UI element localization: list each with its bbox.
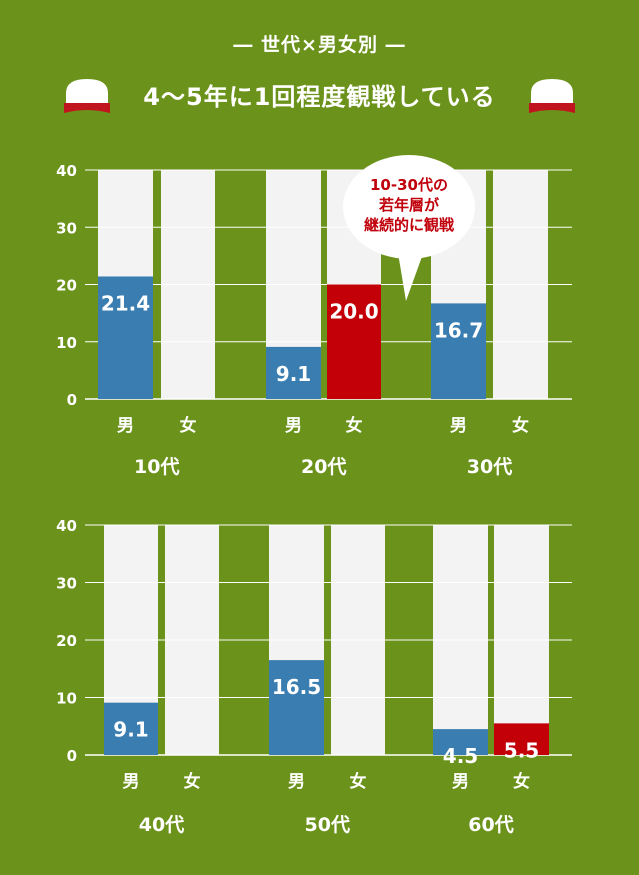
header: ― 世代×男女別 ― 4〜5年に1回程度観戦している xyxy=(0,30,639,112)
x-group-label: 30代 xyxy=(467,456,512,478)
bar-value-label: 21.4 xyxy=(101,291,150,315)
callout-line: 10-30代の xyxy=(370,176,448,194)
x-category-label: 男 xyxy=(117,416,134,436)
x-category-label: 男 xyxy=(450,416,467,436)
callout-line: 継続的に観戦 xyxy=(363,216,454,234)
bar-value-label: 20.0 xyxy=(329,300,378,324)
x-category-label: 男 xyxy=(288,772,305,792)
x-group-label: 40代 xyxy=(139,814,184,836)
bar xyxy=(327,284,381,399)
y-tick-label: 20 xyxy=(56,277,77,295)
bar-value-label: 4.5 xyxy=(443,744,478,768)
callout-bubble: 10-30代の 若年層が 継続的に観戦 xyxy=(342,155,476,301)
y-tick-label: 40 xyxy=(56,517,77,535)
bar-value-label: 9.1 xyxy=(276,362,311,386)
bar xyxy=(494,723,549,755)
x-category-label: 女 xyxy=(512,415,529,436)
y-tick-label: 20 xyxy=(56,632,77,650)
y-tick-label: 0 xyxy=(67,391,77,409)
bar xyxy=(98,276,153,399)
y-tick-label: 30 xyxy=(56,219,77,237)
callout-line: 若年層が xyxy=(378,196,439,214)
x-category-label: 女 xyxy=(180,415,197,436)
x-category-label: 女 xyxy=(350,771,367,792)
x-group-label: 50代 xyxy=(305,814,350,836)
x-group-label: 10代 xyxy=(134,456,179,478)
x-category-label: 男 xyxy=(285,416,302,436)
baseball-cap-icon xyxy=(529,79,575,113)
bar xyxy=(269,660,324,755)
bar xyxy=(433,729,488,755)
bar xyxy=(266,346,321,399)
y-tick-label: 0 xyxy=(67,747,77,765)
x-category-label: 男 xyxy=(123,772,140,792)
y-tick-label: 40 xyxy=(56,162,77,180)
x-group-label: 60代 xyxy=(468,814,513,836)
baseball-cap-icon xyxy=(64,79,110,113)
x-category-label: 男 xyxy=(452,772,469,792)
x-category-label: 女 xyxy=(346,415,363,436)
bar-value-label: 9.1 xyxy=(113,718,148,742)
bar-value-label: 5.5 xyxy=(504,738,539,762)
bar-value-label: 16.5 xyxy=(272,675,321,699)
y-tick-label: 30 xyxy=(56,575,77,593)
x-category-label: 女 xyxy=(513,771,530,792)
x-group-label: 20代 xyxy=(301,456,346,478)
x-category-label: 女 xyxy=(184,771,201,792)
bar xyxy=(104,702,158,755)
y-tick-label: 10 xyxy=(56,334,77,352)
bar-value-label: 16.7 xyxy=(434,318,483,342)
chart-subtitle: ― 世代×男女別 ― xyxy=(233,34,406,56)
y-tick-label: 10 xyxy=(56,690,77,708)
bar xyxy=(431,303,486,399)
chart-title: 4〜5年に1回程度観戦している xyxy=(143,83,496,111)
